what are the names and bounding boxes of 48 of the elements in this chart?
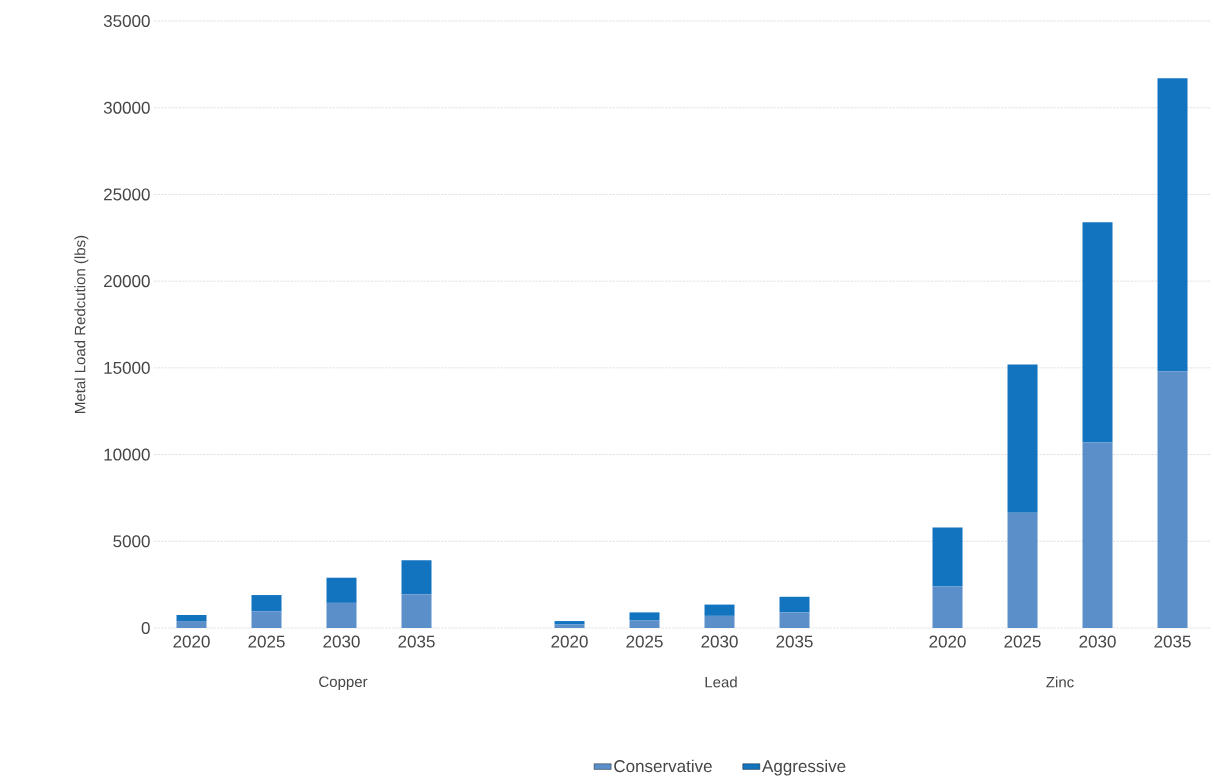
bar [932, 586, 963, 628]
bar [704, 604, 735, 616]
x-tick-label: 2030 [1079, 635, 1116, 648]
bar [176, 614, 207, 622]
bar [1007, 364, 1038, 513]
x-tick-label: 2020 [551, 635, 588, 648]
bar [1082, 222, 1113, 443]
y-tick-label: 20000 [104, 275, 150, 288]
x-tick-label: 2025 [626, 635, 663, 648]
x-tick-label: 2035 [1154, 635, 1191, 648]
bar [251, 611, 282, 628]
y-tick-label: 35000 [103, 14, 150, 28]
x-tick-label: 2030 [701, 635, 738, 648]
y-tick-label: 0 [141, 621, 150, 635]
x-axis-title: Zinc [1046, 676, 1074, 688]
bar [326, 602, 357, 628]
x-tick-label: 2020 [173, 635, 210, 648]
x-tick-label: 2030 [323, 635, 360, 648]
legend-label: Aggressive [762, 759, 846, 776]
bar [1157, 371, 1188, 628]
y-axis-title: Metal Load Redcution (lbs) [74, 235, 89, 413]
bar [932, 527, 963, 587]
bar [1082, 442, 1113, 628]
y-tick-label: 5000 [113, 535, 150, 548]
legend-label: Conservative [614, 759, 712, 773]
bar [1007, 512, 1038, 628]
y-tick-label: 25000 [104, 188, 150, 201]
bar [779, 596, 810, 613]
y-tick-label: 10000 [104, 448, 150, 461]
bar [176, 621, 207, 628]
x-axis-title: Lead [705, 676, 737, 688]
x-axis-title: Copper [319, 676, 368, 691]
bar [401, 560, 432, 595]
bar [1157, 78, 1188, 372]
bar [629, 612, 660, 621]
x-tick-label: 2025 [248, 635, 285, 648]
bar [629, 620, 660, 628]
bar [251, 595, 282, 612]
x-tick-label: 2025 [1004, 635, 1041, 648]
bar [401, 594, 432, 628]
bar [704, 615, 735, 628]
bar [326, 577, 357, 603]
x-tick-label: 2035 [398, 635, 435, 648]
y-tick-label: 30000 [103, 101, 150, 114]
x-tick-label: 2020 [929, 635, 966, 648]
bar [779, 612, 810, 628]
y-tick-label: 15000 [104, 361, 150, 374]
x-tick-label: 2035 [776, 635, 813, 648]
